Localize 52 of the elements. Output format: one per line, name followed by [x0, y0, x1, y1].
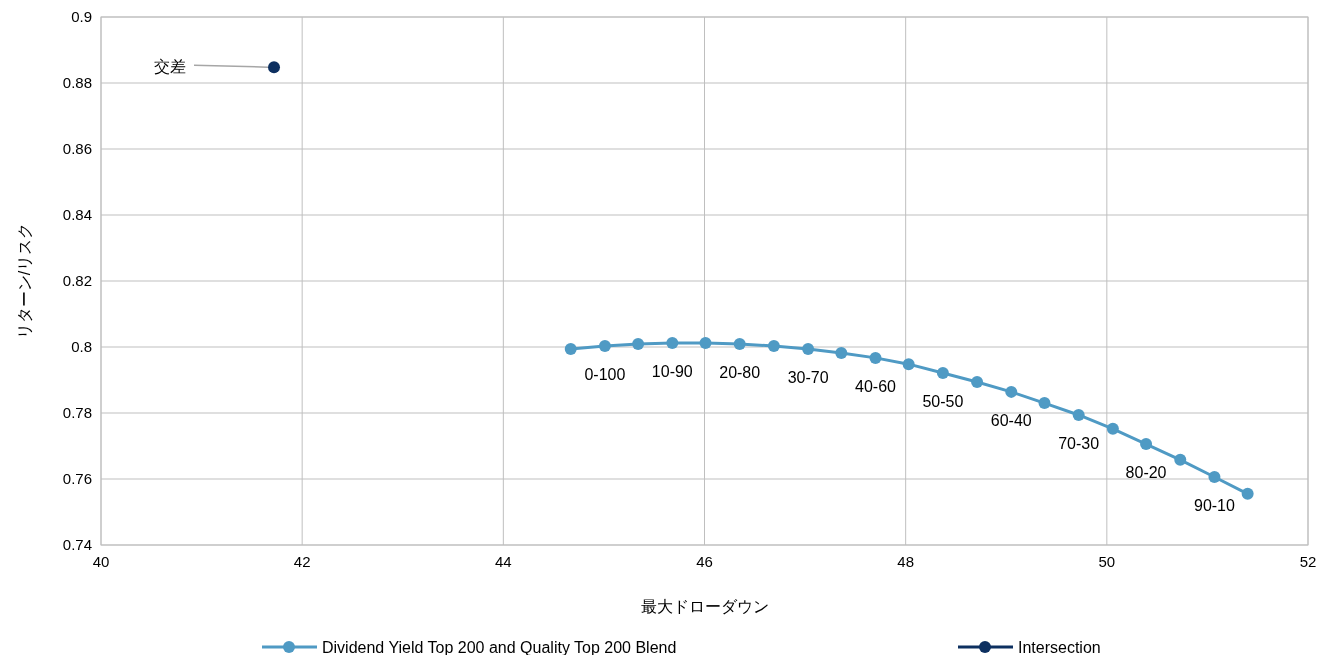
y-tick-label: 0.86 [62, 140, 92, 157]
x-tick-label: 42 [293, 553, 311, 570]
y-tick-label: 0.84 [62, 206, 92, 223]
point [971, 375, 984, 388]
point [699, 337, 712, 350]
point [1208, 471, 1221, 484]
point [1140, 438, 1153, 451]
x-tick-label: 46 [696, 553, 713, 570]
point [835, 346, 848, 359]
y-tick-label: 0.82 [62, 272, 92, 289]
y-tick-label: 0.9 [71, 8, 92, 25]
x-tick-label: 40 [92, 553, 110, 570]
point [666, 337, 679, 350]
point [869, 351, 882, 364]
data-label: 90-10 [1194, 497, 1236, 515]
data-label: 60-40 [990, 411, 1032, 429]
point [1174, 453, 1187, 466]
point [1072, 408, 1085, 421]
data-label: 70-30 [1058, 434, 1100, 452]
data-label: 50-50 [922, 393, 964, 411]
data-label: 80-20 [1125, 464, 1167, 482]
point [268, 61, 280, 74]
y-tick-label: 0.74 [62, 536, 92, 553]
point [632, 338, 645, 351]
x-tick-label: 44 [494, 553, 512, 570]
data-label: 交差 [154, 58, 186, 76]
y-tick-label: 0.76 [62, 470, 92, 487]
x-tick-label: 48 [897, 553, 915, 570]
point [564, 342, 577, 355]
y-tick-label: 0.78 [62, 404, 92, 421]
data-label: 0-100 [584, 366, 626, 384]
point [733, 338, 746, 351]
point [1038, 397, 1051, 410]
y-axis-title: リターン/リスク [16, 222, 33, 340]
point [802, 342, 815, 355]
data-label: 20-80 [719, 364, 761, 382]
point [598, 340, 611, 353]
point [902, 358, 915, 371]
data-label: 10-90 [651, 363, 693, 381]
y-tick-label: 0.88 [62, 74, 92, 91]
y-tick-label: 0.8 [71, 338, 92, 355]
x-tick-label: 52 [1299, 553, 1317, 570]
x-tick-label: 50 [1098, 553, 1116, 570]
data-label: 30-70 [787, 368, 829, 386]
data-label: 40-60 [855, 377, 897, 395]
x-axis-title: 最大ドローダウン [640, 598, 769, 615]
legend-label: Intersection [1018, 639, 1101, 655]
point [1241, 487, 1254, 500]
point [1106, 422, 1119, 435]
point [1005, 385, 1018, 398]
point [936, 367, 949, 380]
point [767, 340, 780, 353]
